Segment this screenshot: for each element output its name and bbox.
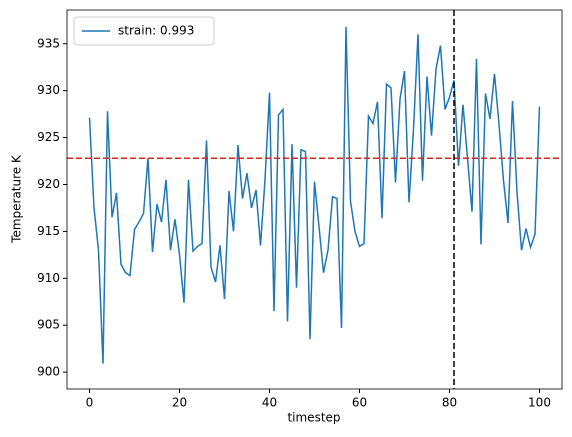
x-axis-label: timestep bbox=[287, 411, 340, 425]
x-tick-label: 0 bbox=[86, 396, 94, 410]
data-line bbox=[88, 26, 541, 364]
legend-label: strain: 0.993 bbox=[118, 24, 194, 38]
y-tick-label: 900 bbox=[37, 365, 60, 379]
x-tick-label: 60 bbox=[352, 396, 367, 410]
x-tick-label: 20 bbox=[172, 396, 187, 410]
y-tick-label: 930 bbox=[37, 83, 60, 97]
y-tick-label: 925 bbox=[37, 130, 60, 144]
y-tick-label: 915 bbox=[37, 224, 60, 238]
x-tick-label: 100 bbox=[528, 396, 551, 410]
y-tick-label: 905 bbox=[37, 318, 60, 332]
y-tick-label: 910 bbox=[37, 271, 60, 285]
x-tick-label: 40 bbox=[262, 396, 277, 410]
y-axis-label: Temperature K bbox=[10, 154, 24, 244]
y-tick-label: 935 bbox=[37, 36, 60, 50]
x-tick-label: 80 bbox=[442, 396, 457, 410]
plot-frame bbox=[66, 9, 563, 390]
legend-box bbox=[73, 16, 215, 46]
y-tick-label: 920 bbox=[37, 177, 60, 191]
